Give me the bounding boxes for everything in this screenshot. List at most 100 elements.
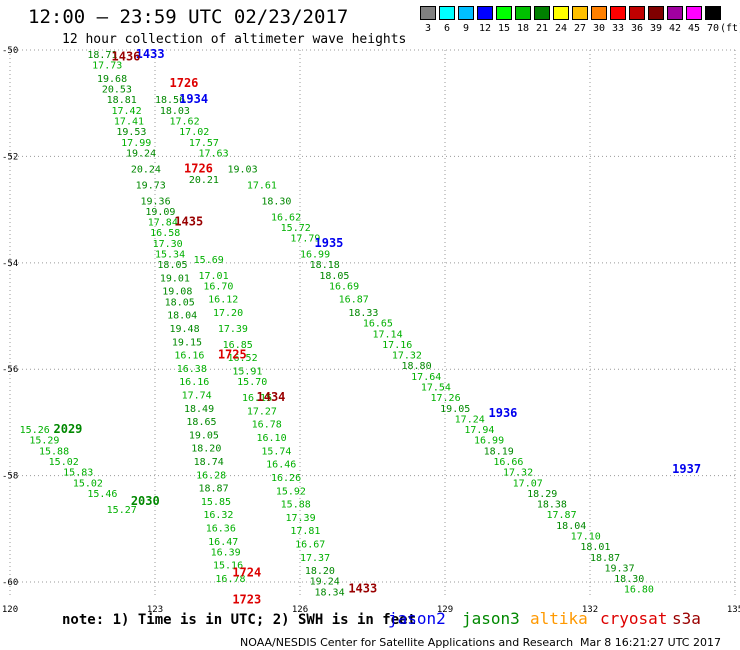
pass-time-label: 2029 [54,422,83,436]
pass-time-label: 1724 [232,566,261,580]
swh-data-label: 18.30 [614,574,644,585]
swh-data-label: 17.20 [213,308,243,319]
scale-label: 33 [611,23,625,34]
y-tick-label: -60 [2,578,18,588]
swh-data-label: 17.63 [199,148,229,159]
scale-unit: (ft) [720,23,740,34]
swh-data-label: 16.16 [174,351,204,362]
pass-time-label: 2030 [131,494,160,508]
swh-data-label: 18.49 [184,404,214,415]
scale-swatch [610,6,626,20]
pass-time-label: 1936 [489,406,518,420]
scale-label: 12 [478,23,492,34]
swh-data-label: 15.16 [213,561,243,572]
swh-data-label: 20.21 [189,175,219,186]
swh-data-label: 17.87 [547,510,577,521]
swh-data-label: 19.24 [126,148,156,159]
swh-data-label: 16.10 [257,433,287,444]
swh-data-label: 17.64 [411,372,441,383]
swh-data-label: 17.84 [148,218,178,229]
swh-data-label: 17.79 [290,234,320,245]
swh-data-label: 18.20 [305,566,335,577]
swh-data-label: 16.39 [211,547,241,558]
chart-title: 12:00 – 23:59 UTC 02/23/2017 [28,6,349,28]
swh-data-label: 15.02 [49,457,79,468]
swh-data-label: 15.02 [73,478,103,489]
swh-data-label: 15.26 [20,425,50,436]
swh-data-label: 19.05 [189,430,219,441]
swh-data-label: 15.92 [276,486,306,497]
swh-data-label: 16.78 [252,420,282,431]
swh-data-label: 17.62 [170,116,200,127]
pass-time-label: 1935 [315,236,344,250]
scale-swatch [420,6,436,20]
swh-data-label: 15.85 [201,497,231,508]
swh-data-label: 19.36 [141,196,171,207]
swh-data-label: 17.27 [247,406,277,417]
x-tick-label: 123 [147,605,163,615]
swh-data-label: 15.74 [261,446,291,457]
x-tick-label: 126 [292,605,308,615]
swh-data-label: 18.05 [157,260,187,271]
swh-data-label: 18.05 [319,271,349,282]
scale-swatch [591,6,607,20]
swh-data-label: 18.74 [194,457,224,468]
swh-data-label: 18.34 [315,587,345,598]
satellite-name: jason2 [388,609,446,628]
swh-data-label: 16.66 [493,457,523,468]
swh-data-label: 18.33 [348,308,378,319]
scale-swatch [686,6,702,20]
scale-label: 36 [630,23,644,34]
scale-swatch [553,6,569,20]
swh-data-label: 17.16 [382,340,412,351]
pass-time-label: 1934 [179,92,208,106]
scale-label: 45 [687,23,701,34]
swh-data-label: 19.15 [172,337,202,348]
swh-data-label: 18.38 [537,500,567,511]
swh-data-label: 17.81 [290,526,320,537]
scale-label: 21 [535,23,549,34]
swh-data-label: 16.99 [300,249,330,260]
swh-data-label: 18.20 [191,444,221,455]
swh-data-label: 19.03 [228,164,258,175]
scale-swatch [705,6,721,20]
scale-label: 27 [573,23,587,34]
swh-data-label: 16.46 [266,460,296,471]
swh-data-label: 19.01 [160,273,190,284]
swh-data-label: 16.87 [339,295,369,306]
pass-time-label: 1433 [136,47,165,61]
scale-swatch [458,6,474,20]
swh-data-label: 16.78 [215,574,245,585]
swh-data-label: 16.16 [179,377,209,388]
swh-data-label: 19.05 [440,404,470,415]
scale-label: 70 [706,23,720,34]
scale-label: 30 [592,23,606,34]
swh-data-label: 16.15 [242,393,272,404]
swh-data-label: 17.74 [182,390,212,401]
swh-data-label: 16.36 [206,523,236,534]
swh-data-label: 17.32 [392,351,422,362]
swh-data-label: 17.32 [503,468,533,479]
scale-swatch [496,6,512,20]
swh-data-label: 16.26 [271,473,301,484]
swh-data-label: 16.99 [474,436,504,447]
swh-data-label: 18.87 [199,484,229,495]
swh-data-label: 17.61 [247,180,277,191]
swh-data-label: 15.70 [237,377,267,388]
swh-data-label: 15.88 [39,446,69,457]
swh-data-label: 17.42 [112,106,142,117]
swh-data-label: 17.73 [92,61,122,72]
swh-data-label: 18.71 [87,50,117,61]
swh-data-label: 17.24 [455,414,485,425]
swh-data-label: 18.01 [580,542,610,553]
swh-data-label: 15.46 [87,489,117,500]
pass-time-label: 1436 [112,50,141,64]
swh-data-label: 18.19 [484,446,514,457]
swh-data-label: 19.53 [116,127,146,138]
swh-data-label: 18.81 [107,95,137,106]
swh-data-label: 17.99 [121,138,151,149]
swh-data-label: 17.02 [179,127,209,138]
pass-time-label: 1725 [218,348,247,362]
swh-data-label: 16.28 [196,470,226,481]
swh-data-label: 19.48 [170,324,200,335]
